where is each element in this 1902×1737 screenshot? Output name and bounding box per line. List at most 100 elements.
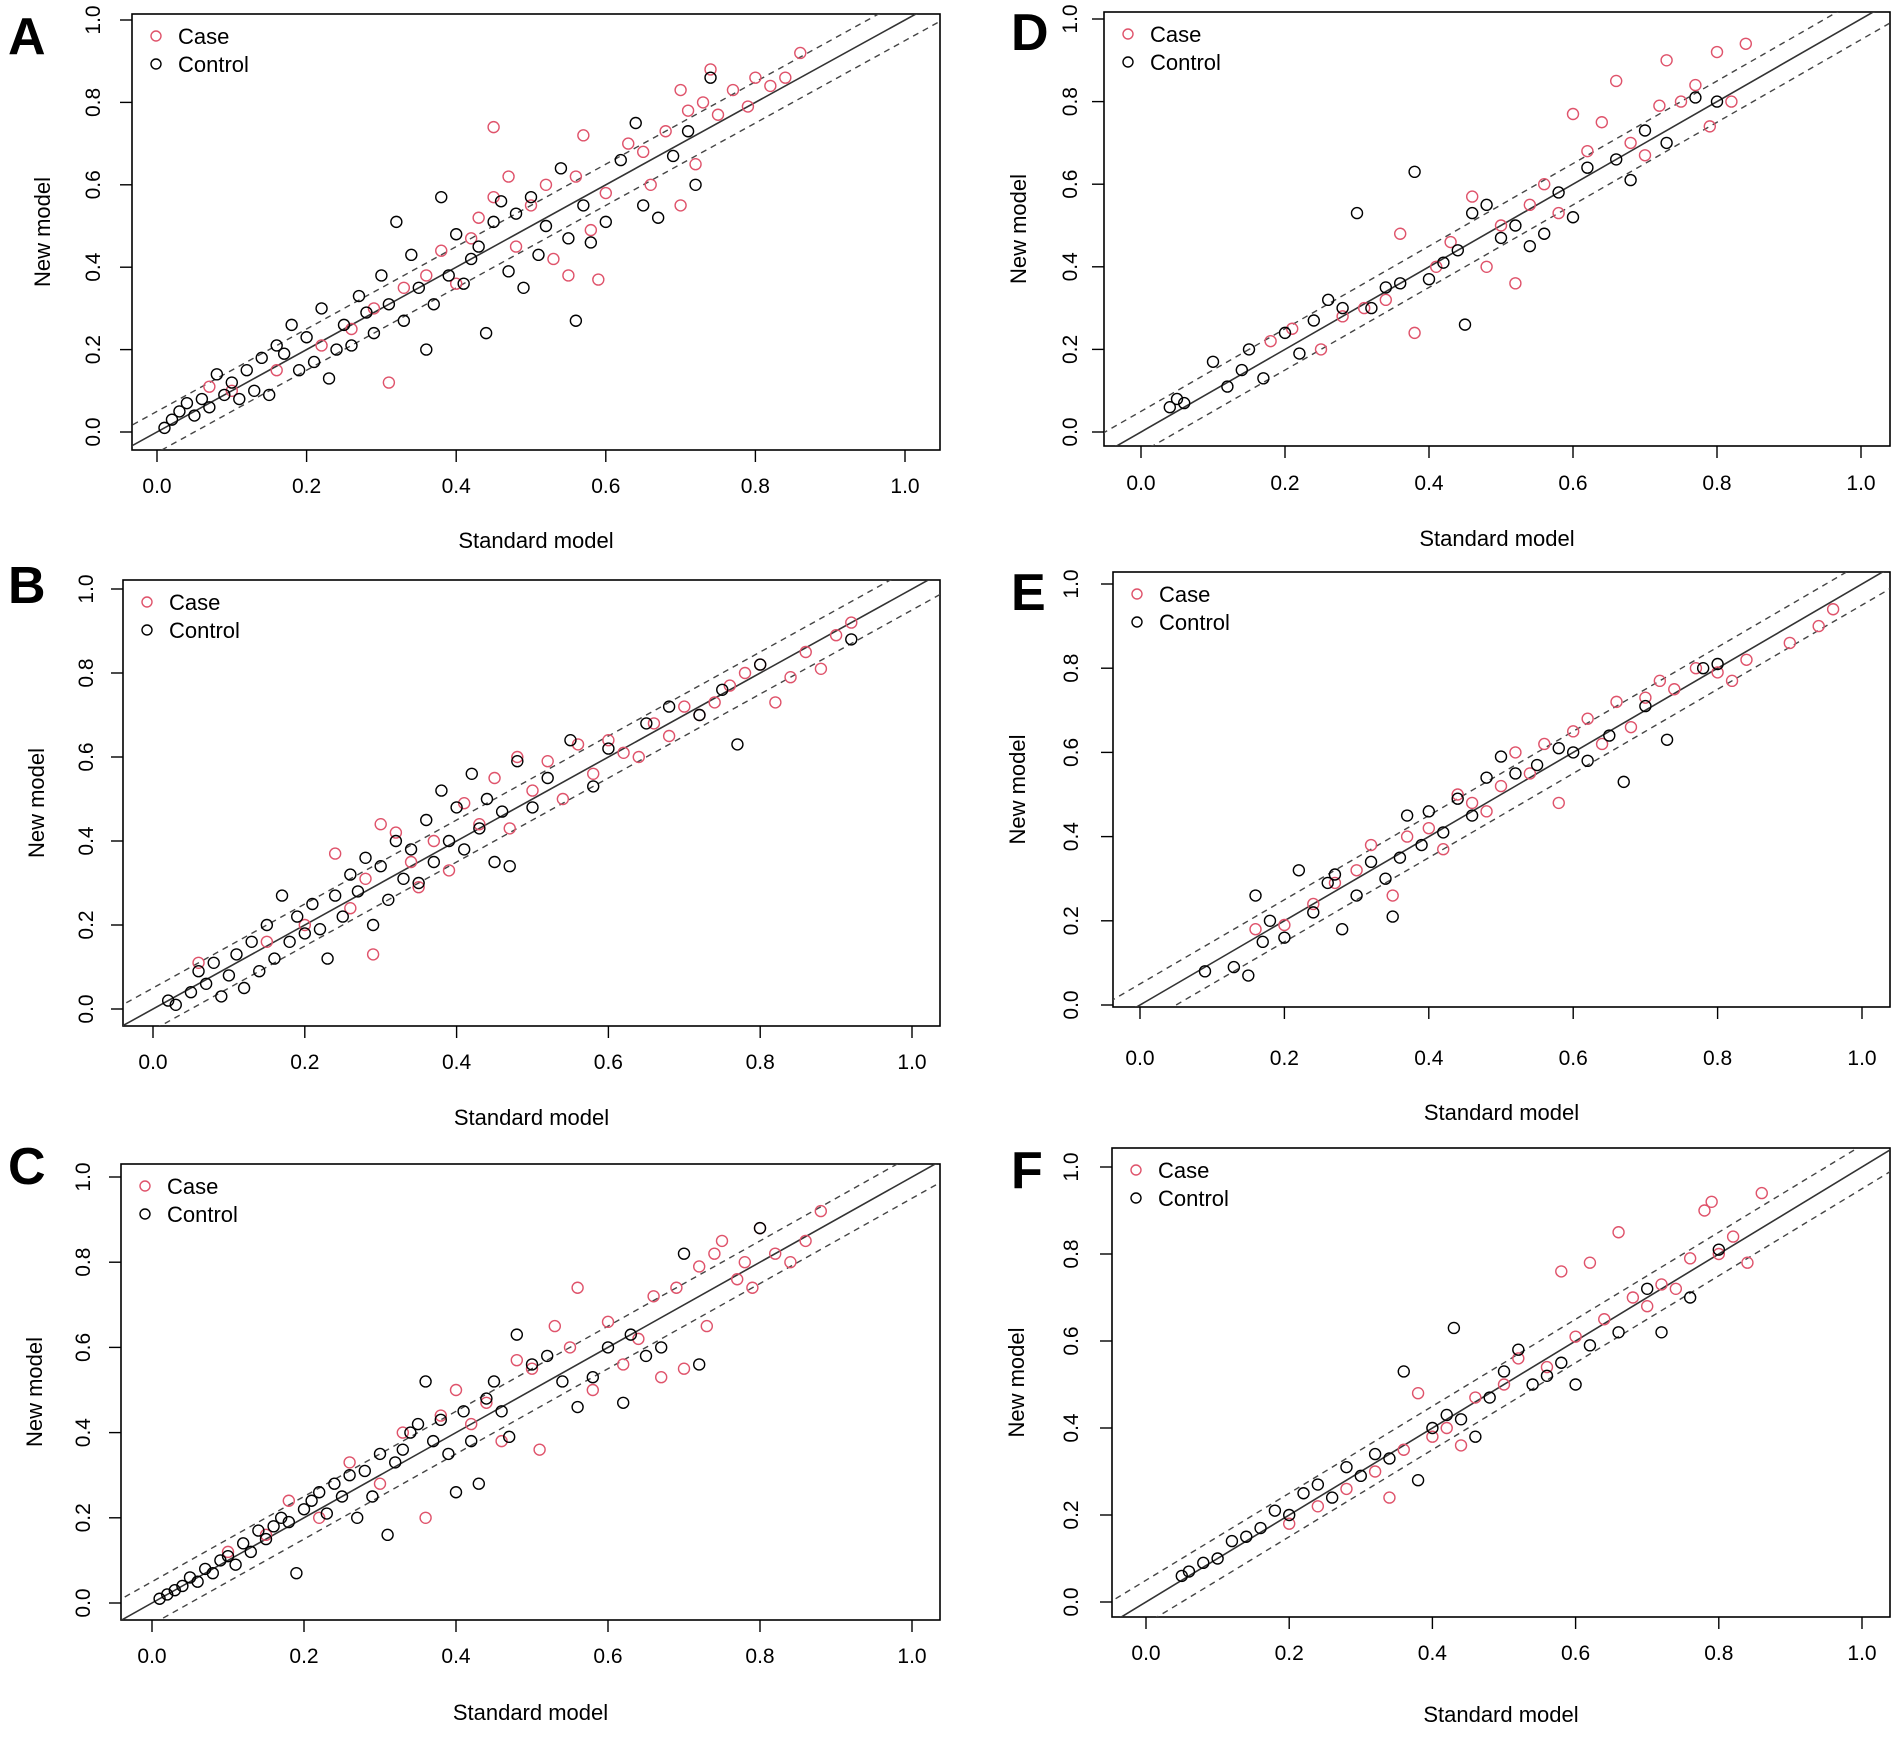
legend-label-case: Case — [167, 1174, 218, 1199]
point-control — [315, 302, 328, 315]
y-tick-label: 0.6 — [1060, 1326, 1083, 1355]
x-axis-title: Standard model — [453, 1700, 608, 1725]
point-control — [192, 965, 205, 978]
point-control — [195, 392, 209, 406]
point-control — [487, 215, 500, 229]
y-tick-label: 0.8 — [1059, 87, 1082, 116]
y-tick-label: 1.0 — [82, 5, 105, 34]
point-control — [191, 1575, 204, 1588]
x-tick-label: 0.2 — [290, 1051, 319, 1074]
legend-marker-control — [1130, 1192, 1142, 1204]
point-control — [305, 1494, 318, 1507]
point-case — [1639, 691, 1652, 704]
reference-lines — [123, 580, 940, 1026]
point-control — [1509, 767, 1522, 780]
point-control — [260, 918, 274, 932]
point-control — [214, 1554, 227, 1567]
point-case — [1698, 1204, 1711, 1217]
point-case — [1264, 334, 1277, 348]
point-case — [1469, 1391, 1482, 1404]
data-points — [153, 1204, 827, 1605]
point-case — [678, 700, 691, 713]
point-case — [1595, 116, 1609, 129]
point-control — [1328, 868, 1342, 881]
point-control — [1175, 1569, 1189, 1583]
point-case — [1555, 1265, 1568, 1278]
point-control — [1397, 1365, 1410, 1378]
point-case — [548, 1319, 561, 1333]
point-control — [1221, 380, 1234, 393]
point-case — [655, 1371, 668, 1384]
point-case — [1583, 1256, 1597, 1269]
y-tick-label: 0.8 — [72, 1248, 95, 1277]
x-tick-label: 0.8 — [741, 475, 770, 498]
point-case — [563, 1341, 577, 1354]
plot-frame — [120, 1163, 941, 1621]
point-control — [704, 71, 717, 84]
point-control — [1437, 256, 1450, 269]
point-case — [359, 872, 372, 885]
point-control — [374, 860, 387, 873]
point-control — [351, 1511, 364, 1525]
dashed-bound-line — [1155, 1170, 1890, 1617]
point-control — [464, 252, 478, 266]
point-control — [681, 125, 695, 138]
legend-label-control: Control — [1159, 610, 1230, 635]
legend-marker-case — [1131, 588, 1143, 600]
point-case — [1386, 889, 1399, 902]
point-control — [1451, 244, 1465, 257]
point-control — [277, 347, 291, 360]
x-tick-label: 0.8 — [745, 1645, 774, 1668]
point-control — [237, 981, 251, 995]
point-control — [245, 935, 258, 948]
x-tick-label: 0.2 — [289, 1645, 318, 1668]
y-tick-label: 0.0 — [72, 1588, 95, 1617]
point-control — [268, 952, 281, 965]
point-control — [465, 1434, 478, 1448]
point-control — [1393, 277, 1407, 290]
point-control — [1177, 396, 1191, 410]
y-tick-label: 0.4 — [1060, 1413, 1083, 1443]
point-control — [539, 219, 553, 233]
point-control — [404, 843, 418, 856]
point-control — [1408, 165, 1421, 179]
point-case — [525, 1362, 539, 1375]
point-control — [449, 1486, 463, 1499]
point-control — [564, 734, 577, 747]
point-control — [472, 240, 485, 253]
point-control — [517, 281, 530, 294]
point-control — [1540, 1369, 1554, 1383]
y-tick-label: 0.0 — [1060, 990, 1083, 1019]
data-points — [161, 616, 858, 1011]
point-control — [300, 331, 313, 344]
point-control — [328, 889, 342, 902]
point-case — [845, 616, 858, 629]
point-control — [1383, 1452, 1396, 1465]
point-case — [1653, 674, 1667, 688]
y-axis-title: New model — [1004, 1327, 1029, 1437]
point-control — [584, 236, 598, 249]
point-case — [487, 120, 500, 134]
point-control — [753, 1221, 767, 1235]
point-control — [275, 1511, 288, 1525]
point-case — [1444, 235, 1457, 249]
point-case — [1660, 54, 1673, 67]
point-case — [1494, 779, 1508, 793]
point-control — [183, 1571, 197, 1584]
point-control — [465, 767, 478, 780]
point-case — [1826, 603, 1840, 616]
point-control — [184, 986, 198, 999]
point-control — [405, 248, 418, 262]
dashed-bound-line — [1171, 587, 1890, 1007]
y-tick-label: 0.2 — [72, 1503, 95, 1532]
point-control — [599, 215, 612, 229]
point-control — [1523, 239, 1537, 253]
point-control — [1447, 1321, 1461, 1335]
point-control — [488, 855, 501, 869]
point-case — [647, 1290, 660, 1303]
point-case — [396, 1426, 409, 1439]
point-case — [674, 83, 687, 97]
point-control — [1364, 855, 1378, 869]
point-control — [1235, 363, 1249, 377]
point-case — [726, 83, 740, 97]
